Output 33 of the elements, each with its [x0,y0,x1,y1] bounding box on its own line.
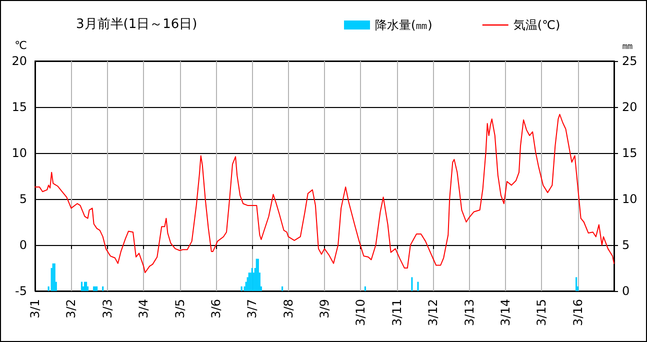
legend-label: 気温(℃) [513,18,560,32]
x-tick-label: 3/1 [28,299,42,318]
chart-title: 3月前半(1日～16日) [76,17,198,32]
y2-tick-label: 10 [622,192,638,206]
y-axis-title: ℃ [14,39,27,52]
y-tick-label: -5 [15,284,27,298]
x-tick-label: 3/15 [534,299,549,326]
y2-tick-label: 25 [622,54,638,68]
x-tick-label: 3/2 [64,299,78,318]
y-tick-label: 0 [19,238,27,252]
y2-tick-label: 20 [622,100,638,114]
x-tick-label: 3/6 [208,299,223,318]
x-tick-label: 3/12 [426,299,440,326]
x-tick-label: 3/13 [462,299,476,326]
y-tick-label: 10 [12,146,27,160]
x-tick-label: 3/9 [318,299,332,318]
x-tick-label: 3/5 [172,299,187,318]
y-tick-label: 5 [19,192,27,206]
y2-tick-label: 15 [622,146,638,160]
x-tick-label: 3/16 [570,299,585,326]
x-tick-label: 3/8 [281,299,296,318]
x-tick-label: 3/10 [354,299,368,326]
x-tick-label: 3/11 [390,299,404,326]
x-tick-label: 3/14 [498,299,512,326]
y-tick-label: 20 [12,54,27,68]
y2-tick-label: 5 [622,238,630,252]
x-tick-label: 3/4 [136,299,151,318]
y2-tick-label: 0 [622,284,630,298]
legend-label: 降水量(㎜) [375,18,432,32]
x-tick-label: 3/3 [100,299,114,318]
y2-axis-title: ㎜ [622,39,633,52]
x-tick-label: 3/7 [245,299,260,318]
y-tick-label: 15 [12,100,27,114]
